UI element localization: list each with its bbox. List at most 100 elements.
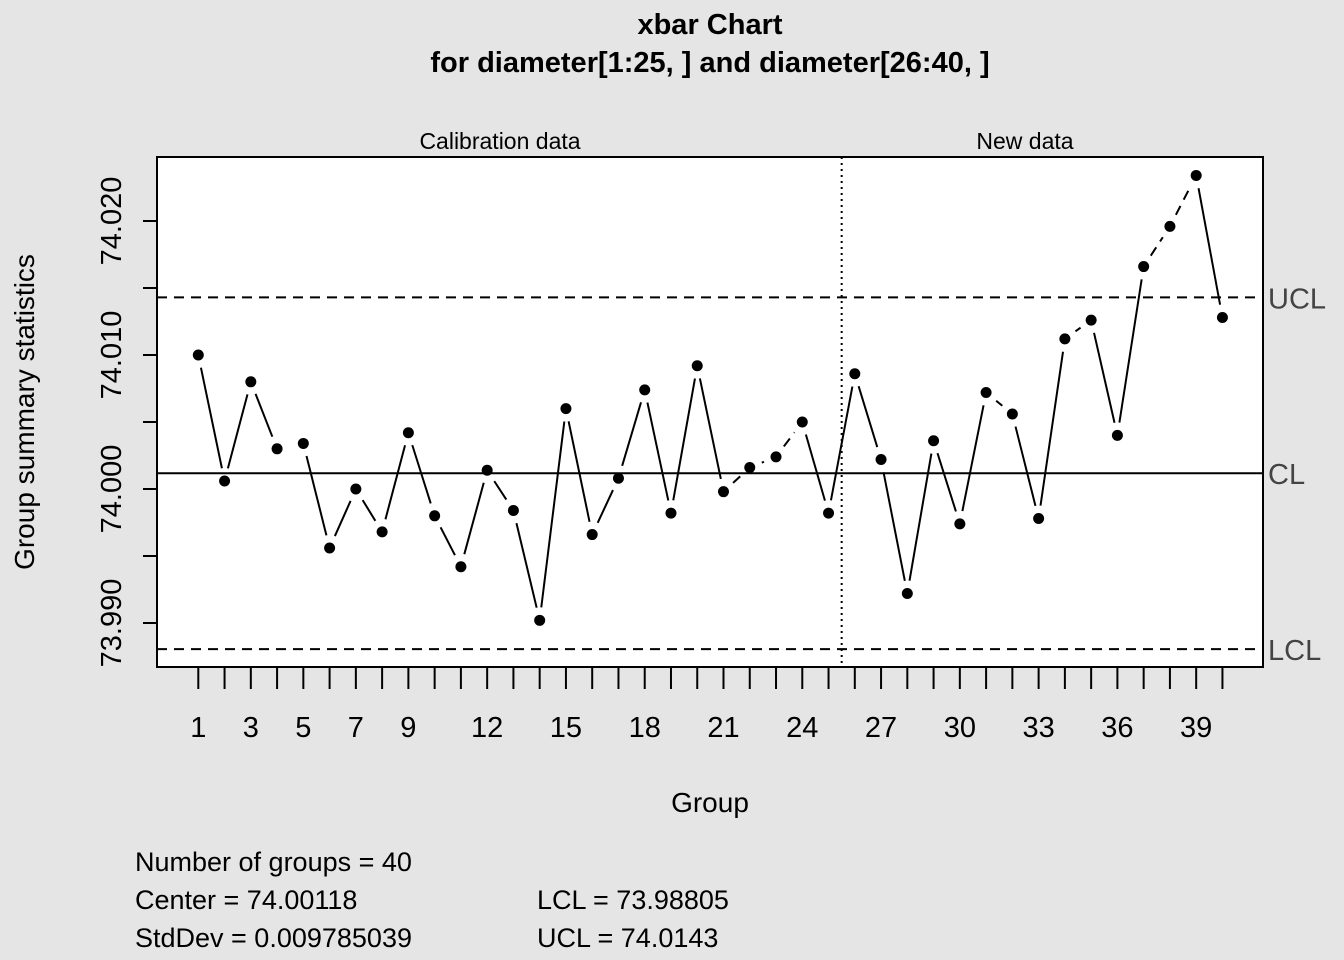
data-point (192, 349, 204, 361)
series-segment (936, 452, 957, 512)
data-point (1164, 220, 1176, 232)
data-point (744, 462, 756, 474)
section-label-new: New data (976, 128, 1073, 154)
series-segment (908, 453, 933, 581)
data-point (980, 387, 992, 399)
series-segment (804, 434, 826, 501)
series-segment (305, 455, 328, 536)
series-segment (333, 500, 352, 537)
y-tick-label: 74.020 (96, 177, 128, 266)
series-segment (761, 460, 765, 464)
x-axis-title: Group (671, 787, 749, 818)
x-tick-label: 24 (786, 712, 818, 744)
series-segment (829, 386, 854, 501)
ucl-label: UCL (1268, 283, 1326, 315)
x-tick-label: 7 (348, 712, 364, 744)
x-tick-label: 33 (1022, 712, 1054, 744)
x-tick-label: 15 (550, 712, 582, 744)
data-point (901, 588, 913, 600)
y-tick-label: 73.990 (96, 579, 128, 668)
series-segment (226, 394, 249, 469)
series-segment (961, 405, 985, 512)
series-segment (1118, 279, 1143, 423)
data-point (402, 427, 414, 439)
data-point (1216, 311, 1228, 323)
data-point (534, 614, 546, 626)
series-segment (596, 489, 614, 524)
x-tick-label: 27 (865, 712, 897, 744)
series-segment (783, 431, 796, 448)
series-segment (439, 526, 456, 556)
x-tick-label: 36 (1101, 712, 1133, 744)
data-point (1085, 314, 1097, 326)
series-segment (493, 480, 508, 501)
plot-border (156, 156, 1264, 668)
series-segment (1149, 236, 1164, 257)
data-point (429, 510, 441, 522)
series-segment (621, 402, 642, 467)
data-point (297, 437, 309, 449)
x-tick-label: 5 (295, 712, 311, 744)
data-point (376, 526, 388, 538)
data-point (875, 454, 887, 466)
data-point (823, 507, 835, 519)
stats-center: Center = 74.00118 (135, 885, 358, 915)
data-point (481, 464, 493, 476)
series-segment (646, 402, 670, 501)
series-segment (254, 393, 274, 438)
series-segment (361, 499, 377, 522)
data-point (796, 416, 808, 428)
data-point (271, 443, 283, 455)
data-point (691, 360, 703, 372)
series-segment (672, 378, 696, 501)
cl-label: CL (1268, 459, 1305, 491)
data-point (770, 451, 782, 463)
x-tick-label: 1 (190, 712, 206, 744)
y-tick-label: 74.010 (96, 311, 128, 400)
x-tick-label: 9 (400, 712, 416, 744)
data-point (1033, 512, 1045, 524)
data-point (612, 472, 624, 484)
series-segment (199, 367, 223, 469)
x-axis: 1 3 5 7 9 12 15 18 21 24 27 30 33 36 39 (190, 667, 1224, 744)
data-point (324, 542, 336, 554)
data-point (507, 504, 519, 516)
data-point (954, 518, 966, 530)
series-segment (384, 445, 407, 520)
plot-area (157, 157, 1263, 667)
data-point (586, 529, 598, 541)
series-segment (1039, 351, 1064, 506)
stats-ucl: UCL = 74.0143 (537, 923, 719, 953)
x-tick-label: 12 (471, 712, 503, 744)
y-axis-title: Group summary statistics (9, 254, 40, 570)
section-label-calibration: Calibration data (419, 128, 580, 154)
series-segment (1074, 326, 1082, 333)
chart-title: xbar Chart (637, 9, 782, 41)
data-point (1111, 429, 1123, 441)
x-tick-label: 18 (629, 712, 661, 744)
series-segment (698, 378, 722, 480)
data-point (718, 486, 729, 498)
y-axis: 73.990 74.000 74.010 74.020 (96, 177, 157, 668)
x-tick-label: 30 (944, 712, 976, 744)
data-point (219, 475, 231, 487)
series-segment (995, 399, 1003, 407)
lcl-label: LCL (1268, 635, 1321, 667)
data-point (1059, 333, 1071, 345)
series-segment (857, 385, 879, 448)
x-tick-label: 39 (1180, 712, 1212, 744)
stats-lcl: LCL = 73.98805 (537, 885, 729, 915)
x-tick-label: 21 (707, 712, 739, 744)
series-segment (567, 421, 591, 523)
data-point (928, 435, 940, 447)
series-segment (1014, 426, 1037, 507)
series-segment (1174, 186, 1192, 216)
y-tick-label: 74.000 (96, 445, 128, 534)
xbar-series (192, 169, 1228, 626)
series-segment (515, 522, 538, 608)
data-point (1190, 169, 1202, 181)
data-point (665, 507, 677, 519)
data-point (849, 368, 861, 380)
series-segment (1197, 188, 1222, 305)
data-point (1138, 261, 1150, 273)
